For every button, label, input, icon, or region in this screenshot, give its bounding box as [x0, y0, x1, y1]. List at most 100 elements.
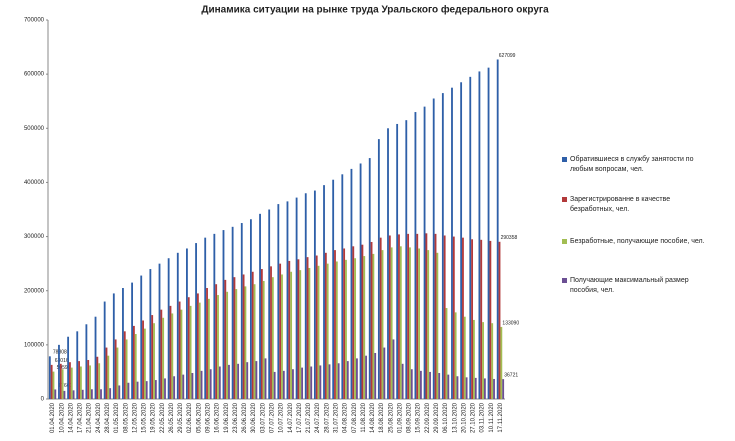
bar	[308, 267, 311, 399]
bar	[237, 363, 240, 399]
x-tick-label: 02.06.2020	[187, 402, 193, 433]
bar	[48, 356, 51, 399]
x-tick-label: 17.07.2020	[297, 402, 303, 433]
bar	[343, 248, 346, 399]
bar	[158, 263, 161, 399]
bar	[103, 301, 106, 399]
data-label: 133090	[502, 320, 519, 326]
x-tick-label: 10.11.2020	[489, 402, 495, 432]
bar	[346, 361, 349, 399]
x-tick-label: 11.08.2020	[361, 402, 367, 432]
bar	[79, 366, 82, 399]
x-tick-label: 21.04.2020	[87, 402, 93, 433]
data-label: 17660	[58, 383, 72, 389]
bar	[90, 389, 93, 399]
bar	[390, 247, 393, 399]
x-tick-label: 19.06.2020	[224, 402, 230, 433]
bar	[136, 381, 139, 399]
x-tick-label: 03.11.2020	[480, 402, 486, 432]
legend-swatch	[562, 197, 567, 202]
x-tick-label: 30.06.2020	[251, 402, 257, 433]
bar	[473, 319, 475, 399]
bar	[134, 334, 137, 399]
bar	[480, 239, 483, 399]
bar	[109, 388, 112, 399]
x-tick-label: 29.05.2020	[178, 402, 184, 433]
bar	[260, 269, 263, 399]
bar	[151, 315, 154, 399]
x-tick-label: 13.10.2020	[452, 402, 458, 433]
bar	[94, 316, 97, 399]
bar	[456, 376, 459, 399]
bar	[244, 286, 247, 399]
bar	[78, 361, 80, 399]
legend-swatch	[562, 278, 567, 283]
bar	[264, 358, 267, 399]
bar	[326, 263, 329, 399]
bar	[246, 362, 249, 399]
x-tick-label: 20.10.2020	[461, 402, 467, 433]
bar	[438, 373, 441, 399]
bar	[200, 370, 203, 399]
bar	[173, 376, 176, 399]
bar	[292, 369, 294, 399]
data-label: 36721	[504, 372, 518, 378]
bar	[377, 139, 380, 399]
x-tick-label: 26.06.2020	[242, 402, 248, 433]
x-tick-label: 21.07.2020	[306, 402, 312, 433]
bar	[259, 213, 261, 399]
data-label: 50592	[57, 365, 71, 371]
bar	[434, 233, 437, 399]
bar	[162, 317, 165, 399]
legend-label: Зарегистрированне в качестве безработных…	[570, 196, 671, 213]
y-tick-label: 500000	[24, 126, 45, 132]
bar	[478, 71, 481, 399]
legend-entry: Обратившиеся в службу занятости по любым…	[562, 155, 710, 175]
legend-label: Получающие максимальный размер пособия, …	[570, 277, 689, 294]
x-tick-label: 18.08.2020	[379, 402, 385, 433]
bar	[273, 371, 276, 399]
bar	[387, 128, 389, 400]
chart-title: Динамика ситуации на рынке труда Уральск…	[201, 4, 549, 16]
bar	[489, 240, 492, 399]
bar	[262, 280, 265, 399]
bar	[290, 271, 293, 399]
bar	[167, 258, 170, 399]
bar	[105, 347, 108, 399]
bar	[409, 247, 411, 399]
bar	[142, 320, 144, 399]
bar	[429, 371, 431, 399]
bar	[445, 308, 448, 399]
bar	[483, 378, 486, 399]
bar	[279, 263, 282, 399]
data-label: 290358	[501, 235, 518, 241]
bar	[493, 378, 495, 399]
bar	[122, 288, 124, 399]
bar	[87, 360, 90, 399]
bar	[226, 291, 229, 399]
bar	[255, 361, 258, 399]
bar	[372, 253, 375, 399]
bar	[414, 112, 417, 400]
bar	[487, 67, 490, 399]
bar	[154, 380, 157, 399]
bar	[118, 385, 121, 399]
x-tick-label: 12.05.2020	[132, 402, 138, 433]
x-tick-label: 22.09.2020	[425, 402, 431, 433]
bar	[361, 244, 364, 399]
x-tick-label: 06.10.2020	[443, 402, 449, 433]
x-tick-label: 19.05.2020	[151, 402, 157, 433]
bar	[131, 282, 134, 399]
bar	[498, 241, 501, 399]
bar	[112, 293, 115, 399]
bar	[204, 237, 207, 399]
x-tick-label: 17.11.2020	[498, 402, 504, 432]
bar	[401, 363, 404, 399]
bar	[310, 366, 313, 399]
bar	[462, 237, 464, 399]
x-tick-label: 24.07.2020	[315, 402, 321, 433]
bar	[359, 163, 362, 399]
bar	[143, 328, 146, 399]
